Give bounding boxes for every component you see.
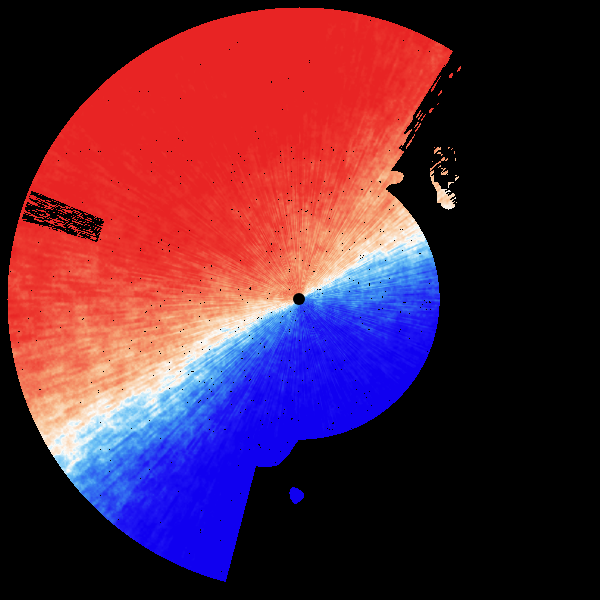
radial-velocity-heatmap-canvas	[0, 0, 600, 600]
radar-ppi-display: Doppler Radar Radial Velocity PPI m s-1 …	[0, 0, 600, 600]
